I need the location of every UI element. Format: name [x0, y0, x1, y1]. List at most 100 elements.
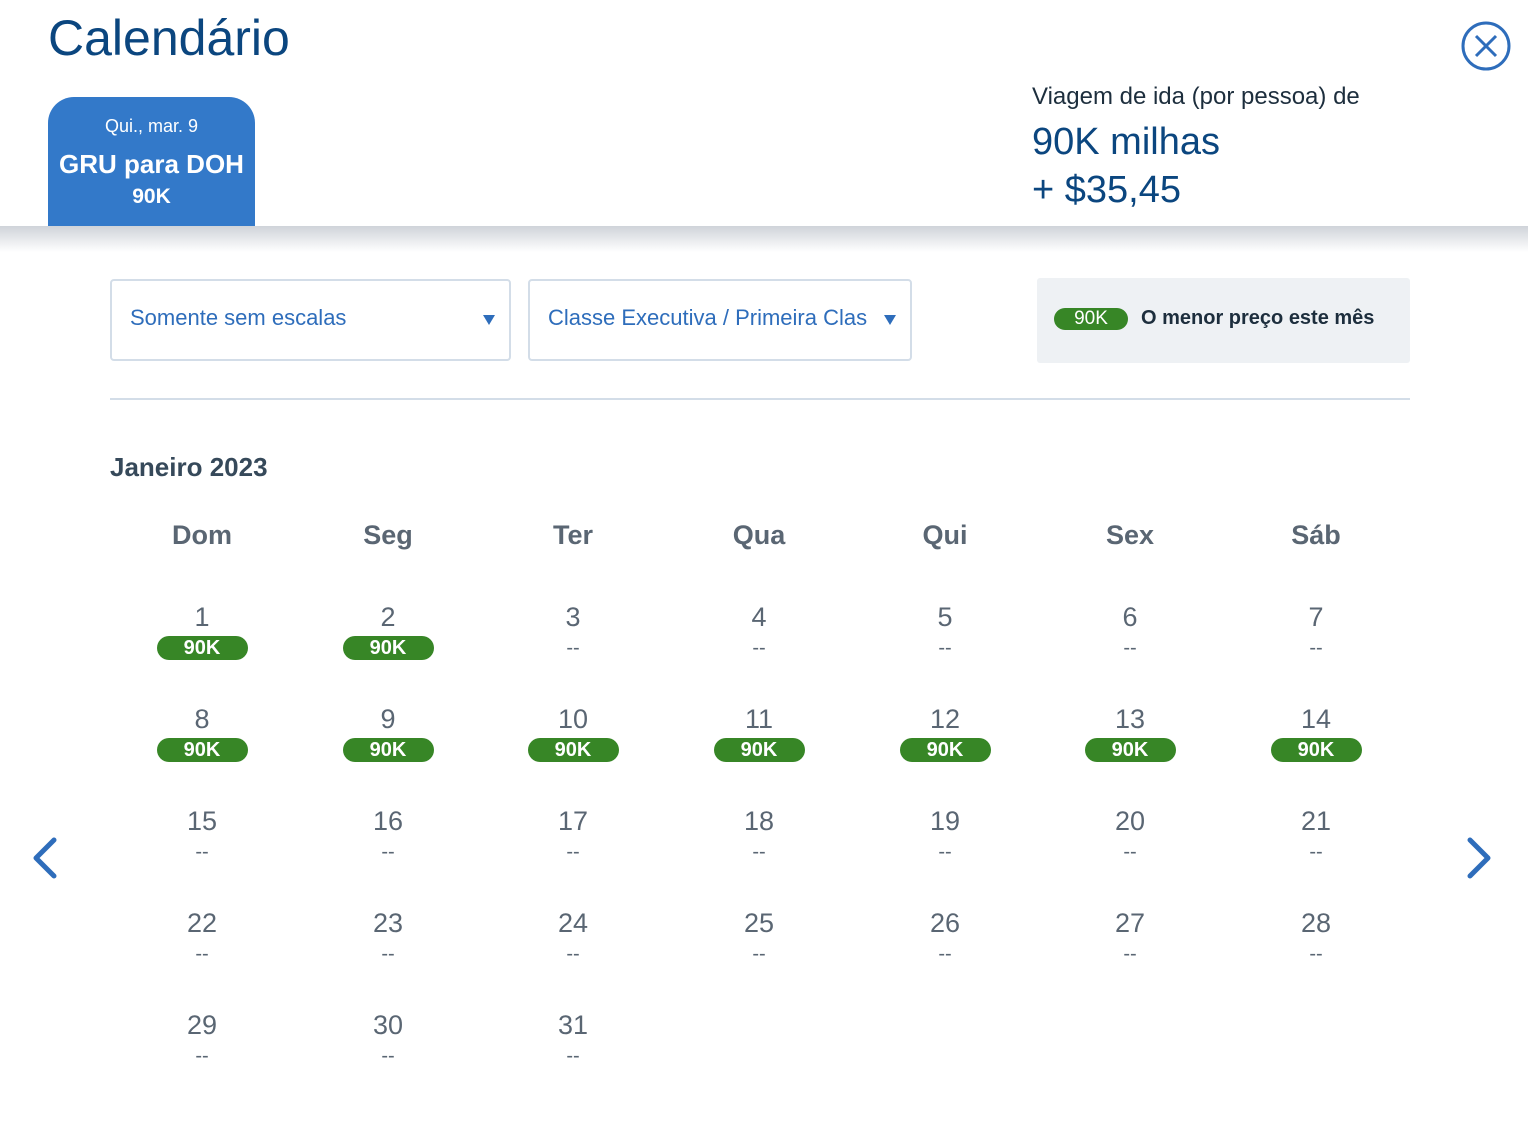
calendar-day[interactable]: 28 -- — [1246, 906, 1386, 996]
trip-date: Qui., mar. 9 — [104, 116, 199, 136]
day-price-container: 90K — [132, 738, 272, 766]
cabin-select[interactable]: Classe Executiva / Primeira Clas — [528, 279, 912, 361]
day-price-container: -- — [1060, 636, 1200, 664]
next-month-button[interactable] — [1458, 834, 1498, 882]
day-number: 8 — [194, 704, 210, 734]
day-number: 6 — [1122, 602, 1138, 632]
calendar-day[interactable]: 24 -- — [503, 906, 643, 996]
calendar-day[interactable]: 9 90K — [318, 702, 458, 792]
day-price-unavailable: -- — [381, 841, 395, 863]
trip-miles: 90K — [132, 185, 171, 208]
day-price-container: -- — [689, 636, 829, 664]
calendar-day[interactable]: 27 -- — [1060, 906, 1200, 996]
calendar-day[interactable]: 15 -- — [132, 804, 272, 894]
day-price-badge: 90K — [713, 738, 805, 762]
day-price-unavailable: -- — [938, 637, 952, 659]
calendar-day[interactable]: 16 -- — [318, 804, 458, 894]
caret-down-icon — [483, 315, 495, 325]
stops-select[interactable]: Somente sem escalas — [110, 279, 511, 361]
calendar-day[interactable]: 18 -- — [689, 804, 829, 894]
chevron-right-icon — [1467, 837, 1491, 879]
stops-select-value: Somente sem escalas — [130, 305, 347, 330]
month-title: Janeiro 2023 — [110, 452, 268, 482]
day-number: 22 — [186, 908, 218, 938]
calendar-day[interactable]: 13 90K — [1060, 702, 1200, 792]
day-price-container: -- — [1246, 636, 1386, 664]
day-number: 2 — [380, 602, 396, 632]
price-label: Viagem de ida (por pessoa) de — [1032, 83, 1360, 110]
calendar-day[interactable]: 17 -- — [503, 804, 643, 894]
calendar-day[interactable]: 10 90K — [503, 702, 643, 792]
day-price-unavailable: -- — [566, 637, 580, 659]
calendar-day[interactable]: 2 90K — [318, 600, 458, 690]
day-price-badge: 90K — [156, 738, 248, 762]
day-price-container: 90K — [1246, 738, 1386, 766]
day-number: 10 — [557, 704, 589, 734]
day-number: 5 — [937, 602, 953, 632]
day-price-unavailable: -- — [195, 943, 209, 965]
day-price-container: 90K — [689, 738, 829, 766]
calendar-day[interactable]: 22 -- — [132, 906, 272, 996]
calendar-day[interactable]: 3 -- — [503, 600, 643, 690]
price-cash: + $35,45 — [1032, 169, 1181, 211]
calendar-day[interactable]: 14 90K — [1246, 702, 1386, 792]
lowest-price-legend: 90K O menor preço este mês — [1037, 278, 1410, 363]
day-price-unavailable: -- — [1309, 841, 1323, 863]
day-price-unavailable: -- — [1123, 637, 1137, 659]
calendar-day[interactable]: 29 -- — [132, 1008, 272, 1098]
previous-month-button[interactable] — [28, 834, 68, 882]
day-price-badge: 90K — [527, 738, 619, 762]
day-number: 16 — [372, 806, 404, 836]
day-price-container: -- — [689, 840, 829, 868]
calendar-day[interactable]: 4 -- — [689, 600, 829, 690]
day-number: 28 — [1300, 908, 1332, 938]
calendar-day[interactable]: 5 -- — [875, 600, 1015, 690]
day-number: 4 — [751, 602, 767, 632]
day-number: 18 — [743, 806, 775, 836]
legend-badge: 90K — [1054, 308, 1128, 330]
calendar-day[interactable]: 6 -- — [1060, 600, 1200, 690]
day-number: 24 — [557, 908, 589, 938]
calendar-day[interactable]: 20 -- — [1060, 804, 1200, 894]
calendar-day[interactable]: 21 -- — [1246, 804, 1386, 894]
calendar-day[interactable]: 12 90K — [875, 702, 1015, 792]
day-price-container: 90K — [875, 738, 1015, 766]
caret-down-icon — [884, 315, 896, 325]
day-number: 7 — [1308, 602, 1324, 632]
day-price-unavailable: -- — [381, 1045, 395, 1067]
day-number: 29 — [186, 1010, 218, 1040]
day-price-container: -- — [1246, 840, 1386, 868]
calendar-day[interactable]: 23 -- — [318, 906, 458, 996]
day-price-unavailable: -- — [938, 943, 952, 965]
page-title: Calendário — [48, 10, 290, 66]
close-button[interactable] — [1460, 20, 1512, 72]
day-price-container: -- — [689, 942, 829, 970]
day-price-container: -- — [318, 942, 458, 970]
day-price-container: -- — [1246, 942, 1386, 970]
day-price-unavailable: -- — [752, 637, 766, 659]
calendar-day[interactable]: 31 -- — [503, 1008, 643, 1098]
weekday-label: Sáb — [1291, 520, 1341, 550]
calendar-day[interactable]: 30 -- — [318, 1008, 458, 1098]
trip-route: GRU para DOH — [59, 149, 244, 179]
day-number: 11 — [744, 704, 774, 734]
day-number: 13 — [1114, 704, 1146, 734]
calendar-day[interactable]: 1 90K — [132, 600, 272, 690]
weekday-label: Qua — [732, 520, 786, 550]
chevron-left-icon — [33, 837, 57, 879]
day-price-badge: 90K — [1270, 738, 1362, 762]
trip-tab[interactable]: Qui., mar. 9 GRU para DOH 90K — [48, 97, 255, 226]
calendar-day[interactable]: 25 -- — [689, 906, 829, 996]
calendar-day[interactable]: 7 -- — [1246, 600, 1386, 690]
calendar-day[interactable]: 8 90K — [132, 702, 272, 792]
day-price-unavailable: -- — [566, 943, 580, 965]
weekday-label: Qui — [922, 520, 968, 550]
weekday-label: Dom — [172, 520, 232, 550]
day-price-container: -- — [503, 840, 643, 868]
day-price-unavailable: -- — [1123, 943, 1137, 965]
calendar-day[interactable]: 11 90K — [689, 702, 829, 792]
day-price-container: -- — [875, 942, 1015, 970]
day-price-badge: 90K — [342, 636, 434, 660]
calendar-day[interactable]: 19 -- — [875, 804, 1015, 894]
calendar-day[interactable]: 26 -- — [875, 906, 1015, 996]
